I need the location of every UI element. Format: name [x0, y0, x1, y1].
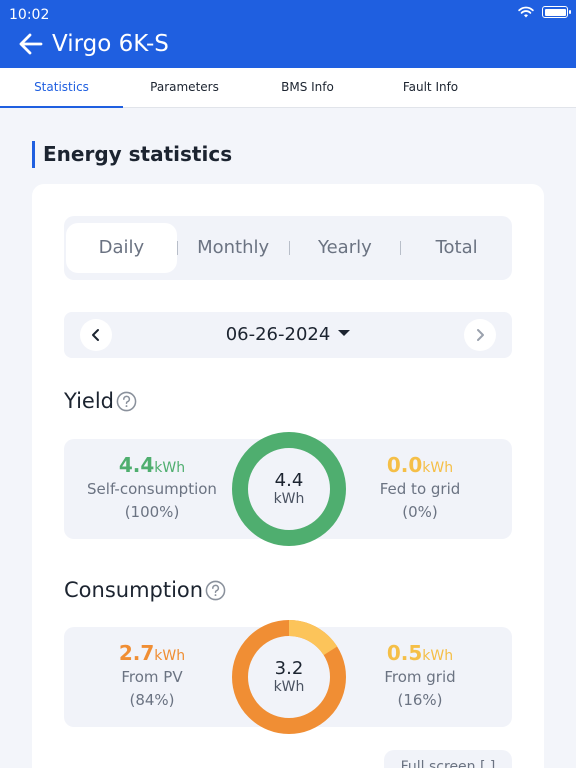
from-pv-stat: 2.7kWh From PV (84%) [72, 641, 232, 710]
self-consumption-unit: kWh [154, 460, 186, 476]
yield-summary: 4.4kWh Self-consumption (100%) 4.4 kWh 0… [64, 432, 512, 546]
period-total[interactable]: Total [435, 237, 478, 258]
date-value: 06-26-2024 [225, 324, 331, 345]
yield-total-value: 4.4 [274, 470, 304, 491]
date-selector: 06-26-2024 [64, 312, 512, 358]
consumption-ring-grid [232, 620, 346, 734]
help-icon[interactable] [116, 391, 137, 412]
self-consumption-stat: 4.4kWh Self-consumption (100%) [72, 453, 232, 522]
arrow-left-icon [19, 33, 43, 55]
back-button[interactable] [16, 30, 44, 58]
tab-fault-info[interactable]: Fault Info [402, 80, 459, 94]
section-title: Energy statistics [32, 141, 232, 168]
self-consumption-value: 4.4 [118, 453, 155, 477]
help-icon[interactable] [205, 580, 226, 601]
full-screen-button[interactable]: Full screen [ ] [384, 750, 512, 768]
fed-to-grid-value: 0.0 [386, 453, 423, 477]
period-selector: Daily Monthly Yearly Total [64, 216, 512, 280]
divider [400, 241, 402, 255]
yield-title: Yield [64, 389, 114, 413]
period-yearly[interactable]: Yearly [317, 237, 372, 258]
wifi-icon [518, 6, 534, 18]
tab-statistics[interactable]: Statistics [0, 68, 123, 108]
energy-card: Daily Monthly Yearly Total 06-26-2024 Yi… [32, 184, 544, 768]
from-pv-unit: kWh [154, 648, 186, 664]
fed-to-grid-label: Fed to grid [379, 480, 461, 498]
chevron-right-icon [477, 329, 484, 341]
app-header: 10:02 Virgo 6K-S [0, 0, 576, 68]
status-time: 10:02 [9, 7, 50, 23]
period-monthly[interactable]: Monthly [197, 237, 270, 258]
yield-heading: Yield [64, 389, 137, 413]
self-consumption-label: Self-consumption [87, 480, 217, 498]
yield-total: 4.4 kWh [230, 430, 348, 548]
fed-to-grid-percent: (0%) [402, 503, 438, 521]
from-grid-value: 0.5 [386, 641, 423, 665]
tab-parameters[interactable]: Parameters [150, 80, 219, 94]
period-daily[interactable]: Daily [66, 223, 177, 273]
date-picker[interactable]: 06-26-2024 [64, 312, 512, 358]
from-grid-label: From grid [384, 668, 456, 686]
yield-total-unit: kWh [273, 491, 305, 507]
consumption-total: 3.2 kWh [230, 618, 348, 736]
yield-donut-chart [232, 432, 346, 546]
caret-down-icon [338, 330, 351, 336]
from-grid-unit: kWh [422, 648, 454, 664]
tab-bms-info[interactable]: BMS Info [281, 80, 334, 94]
from-grid-percent: (16%) [397, 691, 443, 709]
battery-icon [542, 6, 571, 18]
page-title: Virgo 6K-S [52, 31, 169, 57]
previous-date-button[interactable] [80, 319, 112, 351]
self-consumption-percent: (100%) [124, 503, 180, 521]
fed-to-grid-unit: kWh [422, 460, 454, 476]
next-date-button[interactable] [464, 319, 496, 351]
from-grid-stat: 0.5kWh From grid (16%) [340, 641, 500, 710]
consumption-total-unit: kWh [273, 679, 305, 695]
divider [288, 241, 290, 255]
consumption-summary: 2.7kWh From PV (84%) 3.2 kWh 0.5kWh From… [64, 620, 512, 734]
chevron-left-icon [92, 329, 99, 341]
from-pv-value: 2.7 [118, 641, 155, 665]
status-icons [518, 6, 571, 18]
consumption-total-value: 3.2 [274, 658, 304, 679]
consumption-donut-chart [232, 620, 346, 734]
from-pv-percent: (84%) [129, 691, 175, 709]
consumption-title: Consumption [64, 578, 204, 602]
from-pv-label: From PV [121, 668, 183, 686]
yield-ring-self [232, 432, 346, 546]
tab-bar: Statistics Parameters BMS Info Fault Inf… [0, 68, 576, 108]
fed-to-grid-stat: 0.0kWh Fed to grid (0%) [340, 453, 500, 522]
divider [176, 241, 178, 255]
consumption-heading: Consumption [64, 578, 226, 602]
